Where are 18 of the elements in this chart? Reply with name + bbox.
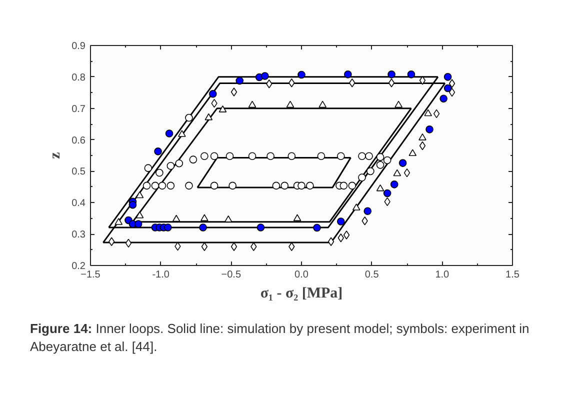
caption: Figure 14: Inner loops. Solid line: simulation by present model; symbols: experiment in Abeyaratne et al. [44]. [30,320,530,356]
y-tick-label: 0.5 [72,166,86,178]
y-tick-label: 0.7 [72,104,86,115]
x-tick-label: -1.0 [152,270,170,280]
x-tick-label: −0.5 [221,270,242,280]
x-tick-label: 0.5 [364,270,380,280]
y-tick-label: 0.9 [72,41,86,52]
y-tick-label: 0.8 [72,72,86,84]
x-axis-title: σ₁ - σ₂ [MPa] [260,286,343,302]
x-tick-label: 1.5 [506,270,520,280]
x-tick-label: 0.0 [294,270,309,280]
y-axis-title: z [48,152,64,159]
x-tick-label: −1.5 [80,270,101,280]
y-tick-label: 0.6 [72,135,86,146]
y-tick-label: 0.4 [72,198,86,210]
y-tick-label: 0.2 [72,261,86,272]
x-tick-label: 1.0 [435,270,450,280]
y-tick-label: 0.3 [72,230,86,241]
